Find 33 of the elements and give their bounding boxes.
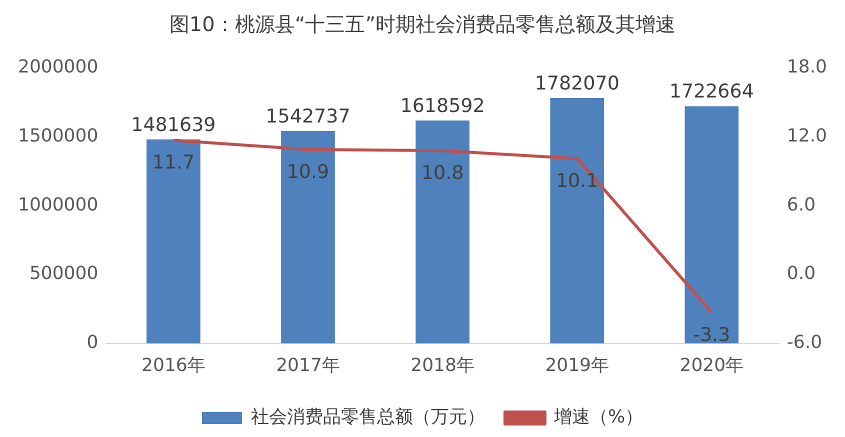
data-label: 10.8 xyxy=(421,162,464,184)
x-tick-label: 2019年 xyxy=(545,354,609,376)
data-label: 10.1 xyxy=(556,170,598,192)
data-label: 1481639 xyxy=(131,114,216,136)
y-tick-label: 2000000 xyxy=(18,56,98,78)
bar xyxy=(550,98,604,344)
data-label: 1722664 xyxy=(669,80,754,103)
x-tick-label: 2018年 xyxy=(410,354,474,376)
y-tick-label: 0 xyxy=(86,332,98,354)
data-label: 11.7 xyxy=(152,152,195,174)
bar xyxy=(146,139,200,344)
y-tick-label: 1500000 xyxy=(18,126,98,147)
y2-tick-label: 18.0 xyxy=(786,56,827,78)
x-tick-label: 2017年 xyxy=(276,354,340,376)
data-label: 1782070 xyxy=(534,72,620,94)
bar xyxy=(416,120,470,344)
data-label: -3.3 xyxy=(693,324,730,346)
y-tick-label: 1000000 xyxy=(18,194,98,216)
y2-tick-label: -6.0 xyxy=(786,332,822,354)
y2-tick-label: 12.0 xyxy=(786,126,827,147)
y-tick-label: 500000 xyxy=(29,263,98,284)
legend-label: 增速（%） xyxy=(552,406,644,428)
bar xyxy=(684,106,739,344)
data-label: 1542737 xyxy=(266,105,350,128)
bar xyxy=(281,130,335,344)
data-label: 10.9 xyxy=(286,160,330,183)
data-label: 1618592 xyxy=(400,94,485,117)
y2-tick-label: 6.0 xyxy=(786,194,816,216)
x-tick-label: 2016年 xyxy=(142,354,206,376)
x-tick-label: 2020年 xyxy=(680,354,744,376)
y2-tick-label: 0.0 xyxy=(786,263,816,284)
legend-label: 社会消费品零售总额（万元） xyxy=(250,406,485,428)
chart-title: 图10：桃源县“十三五”时期社会消费品零售总额及其增速 xyxy=(169,12,676,36)
